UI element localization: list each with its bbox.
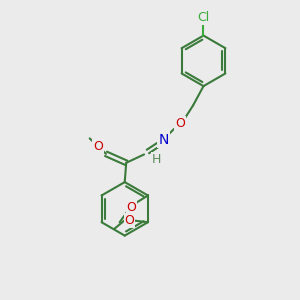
Text: O: O — [127, 201, 136, 214]
Text: O: O — [175, 117, 185, 130]
Text: O: O — [124, 214, 134, 227]
Text: Cl: Cl — [197, 11, 210, 24]
Text: O: O — [93, 140, 103, 153]
Text: H: H — [152, 153, 161, 166]
Text: N: N — [158, 133, 169, 147]
